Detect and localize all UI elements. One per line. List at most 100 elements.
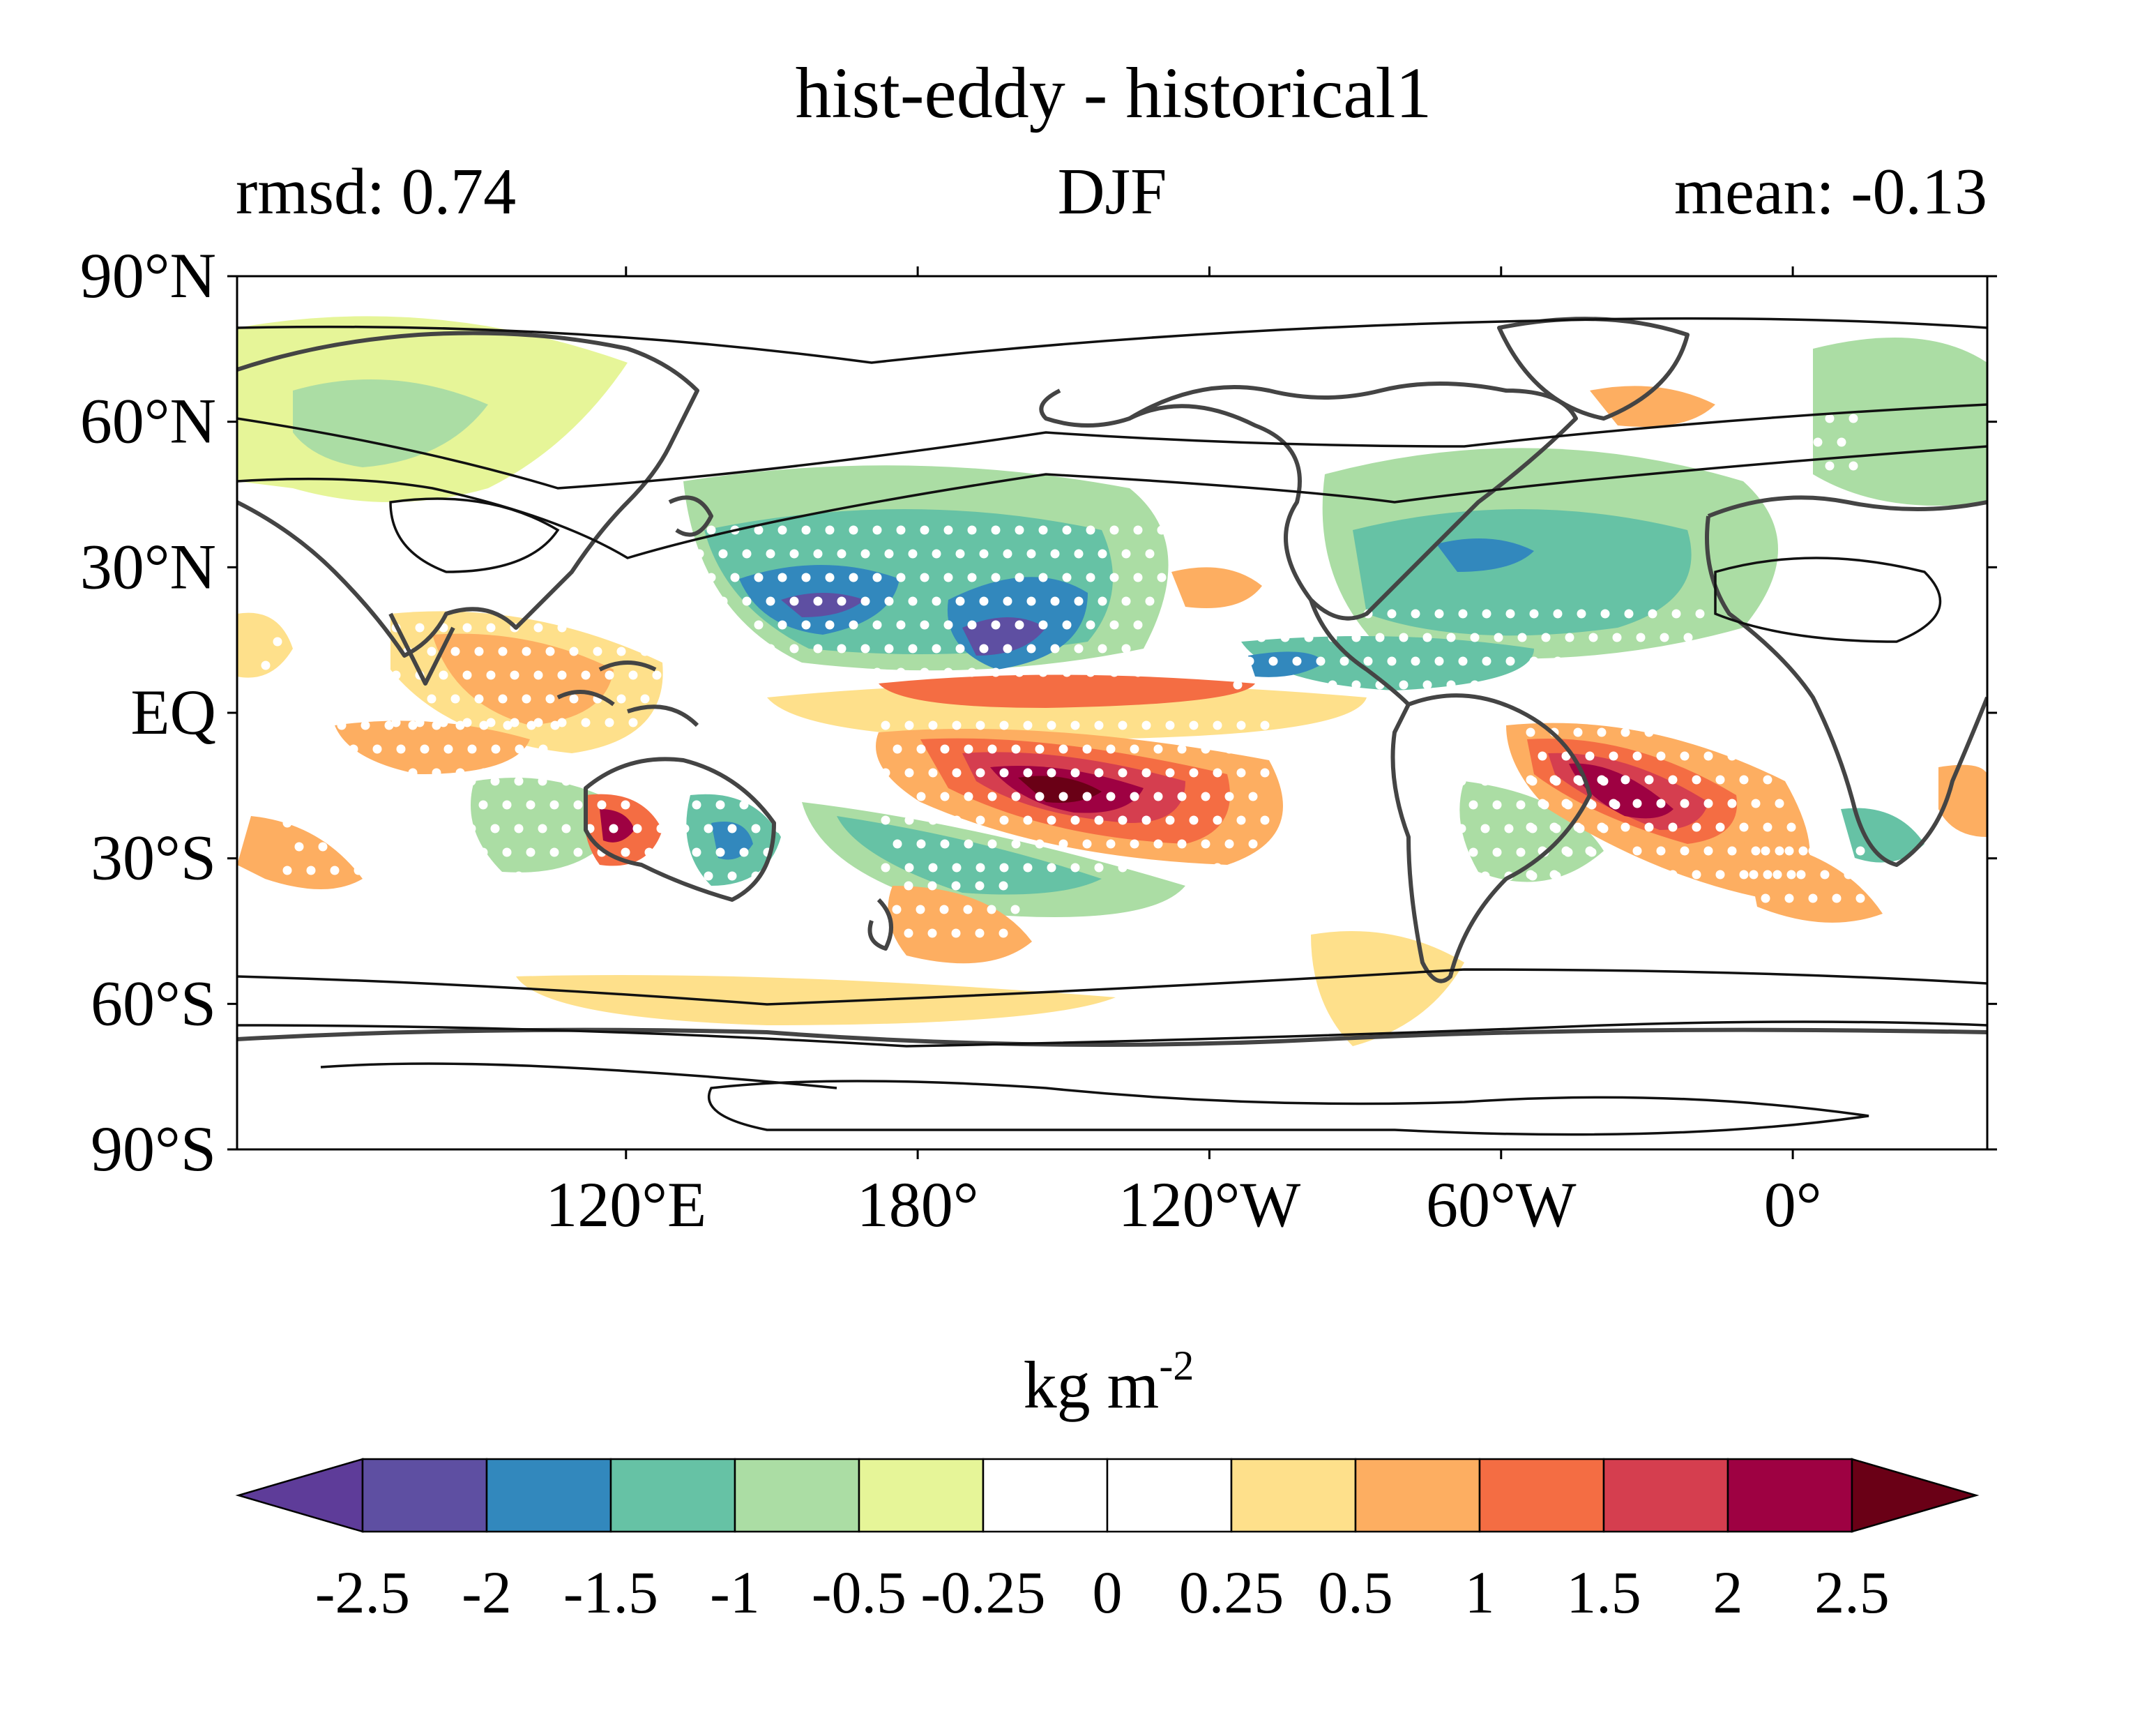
stipple-dot xyxy=(999,881,1008,891)
stipple-dot xyxy=(766,549,775,559)
stipple-dot xyxy=(754,620,764,630)
stipple-dot xyxy=(1236,863,1246,873)
stipple-dot xyxy=(1751,799,1761,808)
stipple-dot xyxy=(1011,744,1021,754)
stipple-dot xyxy=(1683,680,1693,690)
stipple-dot xyxy=(1133,667,1143,677)
stipple-dot xyxy=(1974,525,1984,535)
stipple-dot xyxy=(294,842,304,852)
stipple-dot xyxy=(801,667,811,677)
stipple-dot xyxy=(1434,609,1444,619)
stipple-dot xyxy=(718,549,728,559)
stipple-dot xyxy=(964,839,973,849)
stipple-dot xyxy=(813,549,823,559)
stipple-dot xyxy=(585,871,595,881)
stipple-dot xyxy=(1528,824,1538,833)
stipple-dot xyxy=(1668,870,1678,879)
contour-asia xyxy=(389,497,560,573)
stipple-dot xyxy=(1798,751,1808,761)
contour-nh-1 xyxy=(237,317,1987,364)
coast-alaska xyxy=(1039,388,1130,428)
stipple-dot xyxy=(920,620,929,630)
longitude-axis: 120°E 180° 120°W 60°W 0° xyxy=(545,266,1822,1240)
stipple-dot xyxy=(1565,633,1574,642)
stipple-dot xyxy=(1848,414,1858,423)
stipple-dot xyxy=(498,647,508,656)
stipple-dot xyxy=(569,694,579,704)
stipple-dot xyxy=(916,839,926,849)
stipple-dot xyxy=(1213,768,1222,778)
stipple-dot xyxy=(727,824,737,833)
stipple-dot xyxy=(754,667,764,677)
lon-tick-label: 0° xyxy=(1764,1169,1822,1240)
stipple-dot xyxy=(1387,609,1397,619)
stipple-dot xyxy=(628,718,638,727)
stipple-dot xyxy=(306,866,316,875)
stipple-dot xyxy=(1121,596,1131,606)
stipple-dot xyxy=(964,792,973,801)
stipple-dot xyxy=(503,768,513,778)
stipple-dot xyxy=(1832,846,1842,856)
stipple-dot xyxy=(1177,744,1187,754)
stipple-dot xyxy=(1482,609,1491,619)
stipple-dot xyxy=(1553,609,1563,619)
stipple-dot xyxy=(920,525,929,535)
stipple-dot xyxy=(1011,839,1021,849)
colorbar-tick-label: -1.5 xyxy=(563,1559,658,1626)
stipple-dot xyxy=(1751,846,1761,856)
stipple-dot xyxy=(1062,573,1072,582)
stipple-dot xyxy=(384,768,394,778)
colorbar-segment xyxy=(1354,1458,1481,1533)
neg-region-tropic-atl xyxy=(1241,636,1534,690)
stipple-dot xyxy=(999,815,1009,825)
stipple-dot xyxy=(502,847,512,857)
stipple-dot xyxy=(1494,633,1503,642)
stipple-dot xyxy=(478,800,488,810)
coastlines xyxy=(237,317,1987,1047)
stipple-dot xyxy=(284,660,294,670)
stipple-dot xyxy=(694,596,704,606)
stipple-dot xyxy=(1038,667,1048,677)
neg-region-natlantic-core xyxy=(1436,538,1534,572)
stipple-dot xyxy=(1023,768,1033,778)
map-title: hist-eddy - historical1 xyxy=(796,53,1432,133)
stipple-dot xyxy=(668,800,678,810)
stipple-dot xyxy=(1201,792,1210,801)
stipple-dot xyxy=(1015,525,1024,535)
stipple-dot xyxy=(975,815,985,825)
stipple-dot xyxy=(1133,573,1143,582)
stipple-dot xyxy=(1351,633,1361,642)
stipple-dot xyxy=(683,667,692,677)
stipple-dot xyxy=(1695,609,1705,619)
contour-sh-2 xyxy=(237,1020,1987,1048)
stipple-dot xyxy=(1248,744,1258,754)
stipple-dot xyxy=(1189,768,1199,778)
stipple-dot xyxy=(296,637,306,647)
stipple-dot xyxy=(1611,847,1620,857)
stipple-dot xyxy=(1351,680,1361,690)
stipple-dot xyxy=(1446,680,1456,690)
stipple-dot xyxy=(1529,609,1539,619)
stipple-dot xyxy=(1050,644,1060,654)
stipple-dot xyxy=(450,647,460,656)
stipple-dot xyxy=(623,471,633,481)
stipple-dot xyxy=(550,720,560,730)
stipple-dot xyxy=(1233,633,1243,642)
stipple-dot xyxy=(510,670,519,680)
stipple-dot xyxy=(999,928,1008,938)
coast-australia xyxy=(584,757,776,902)
stippling xyxy=(261,400,1984,938)
stipple-dot xyxy=(813,644,823,654)
stipple-dot xyxy=(1796,549,1806,559)
stipple-dot xyxy=(1457,871,1466,881)
stipple-dot xyxy=(1620,727,1630,737)
stipple-dot xyxy=(706,620,716,630)
lat-tick-label: 30°S xyxy=(91,822,216,893)
stipple-dot xyxy=(1844,870,1853,879)
stipple-dot xyxy=(739,847,749,857)
stipple-dot xyxy=(1468,800,1478,810)
stipple-dot xyxy=(1962,549,1972,559)
stipple-dot xyxy=(1070,863,1080,873)
stipple-dot xyxy=(1565,680,1574,690)
